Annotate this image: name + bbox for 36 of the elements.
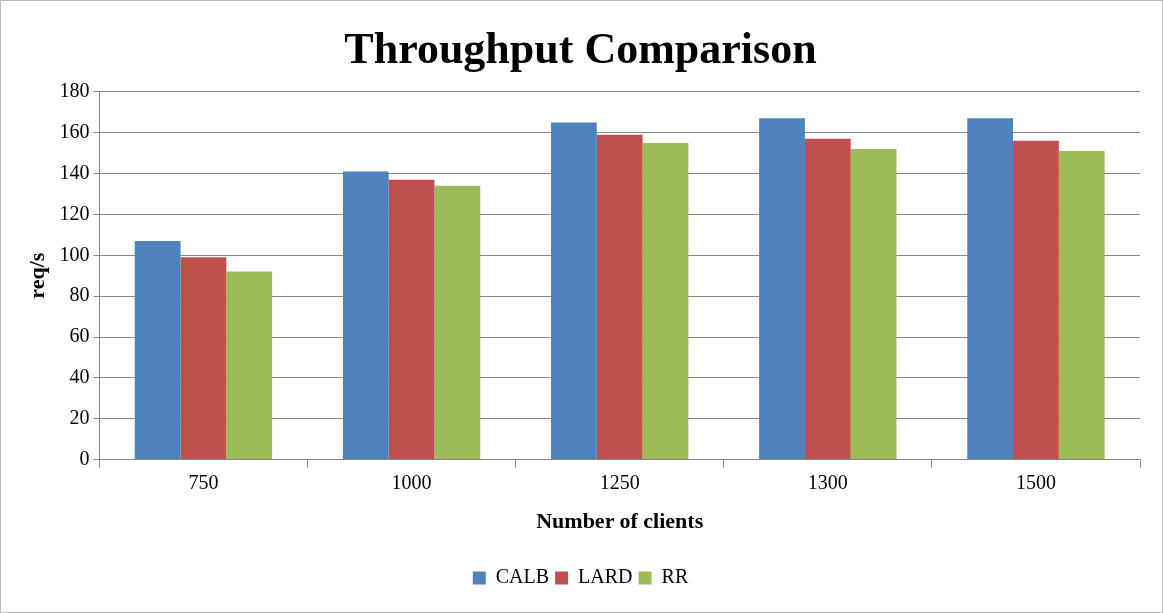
bar xyxy=(134,240,181,460)
x-axis-title: Number of clients xyxy=(536,508,704,534)
legend-label: CALB xyxy=(495,565,550,588)
bar xyxy=(226,271,273,460)
bar xyxy=(434,185,481,460)
legend-label: RR xyxy=(661,565,689,588)
chart-title: Throughput Comparison xyxy=(344,23,817,73)
x-tick-label: 1500 xyxy=(1015,470,1056,493)
legend-label: LARD xyxy=(578,565,633,588)
x-tick-label: 750 xyxy=(188,470,219,493)
x-tick-label: 1300 xyxy=(807,470,848,493)
y-tick-label: 40 xyxy=(69,365,90,388)
y-tick-label: 180 xyxy=(59,79,90,102)
x-tick-label: 1000 xyxy=(391,470,432,493)
bar xyxy=(388,179,435,460)
bar xyxy=(596,134,643,460)
bar xyxy=(967,118,1014,460)
y-tick-label: 160 xyxy=(59,119,90,142)
bar xyxy=(642,142,689,460)
y-tick-label: 20 xyxy=(69,405,90,428)
y-tick-label: 60 xyxy=(69,324,90,347)
y-tick-label: 120 xyxy=(59,201,90,224)
y-axis-title: req/s xyxy=(23,252,49,299)
bar xyxy=(804,138,851,460)
y-tick-label: 80 xyxy=(69,283,90,306)
y-tick-label: 100 xyxy=(59,242,90,265)
bar xyxy=(342,171,389,460)
x-tick-label: 1250 xyxy=(599,470,640,493)
y-tick-label: 140 xyxy=(59,160,90,183)
bar xyxy=(1058,151,1105,460)
bar xyxy=(551,122,597,460)
y-tick-label: 0 xyxy=(79,446,90,469)
bar xyxy=(850,149,897,460)
bar xyxy=(1013,140,1059,460)
bar xyxy=(759,118,805,460)
bar xyxy=(180,257,227,460)
